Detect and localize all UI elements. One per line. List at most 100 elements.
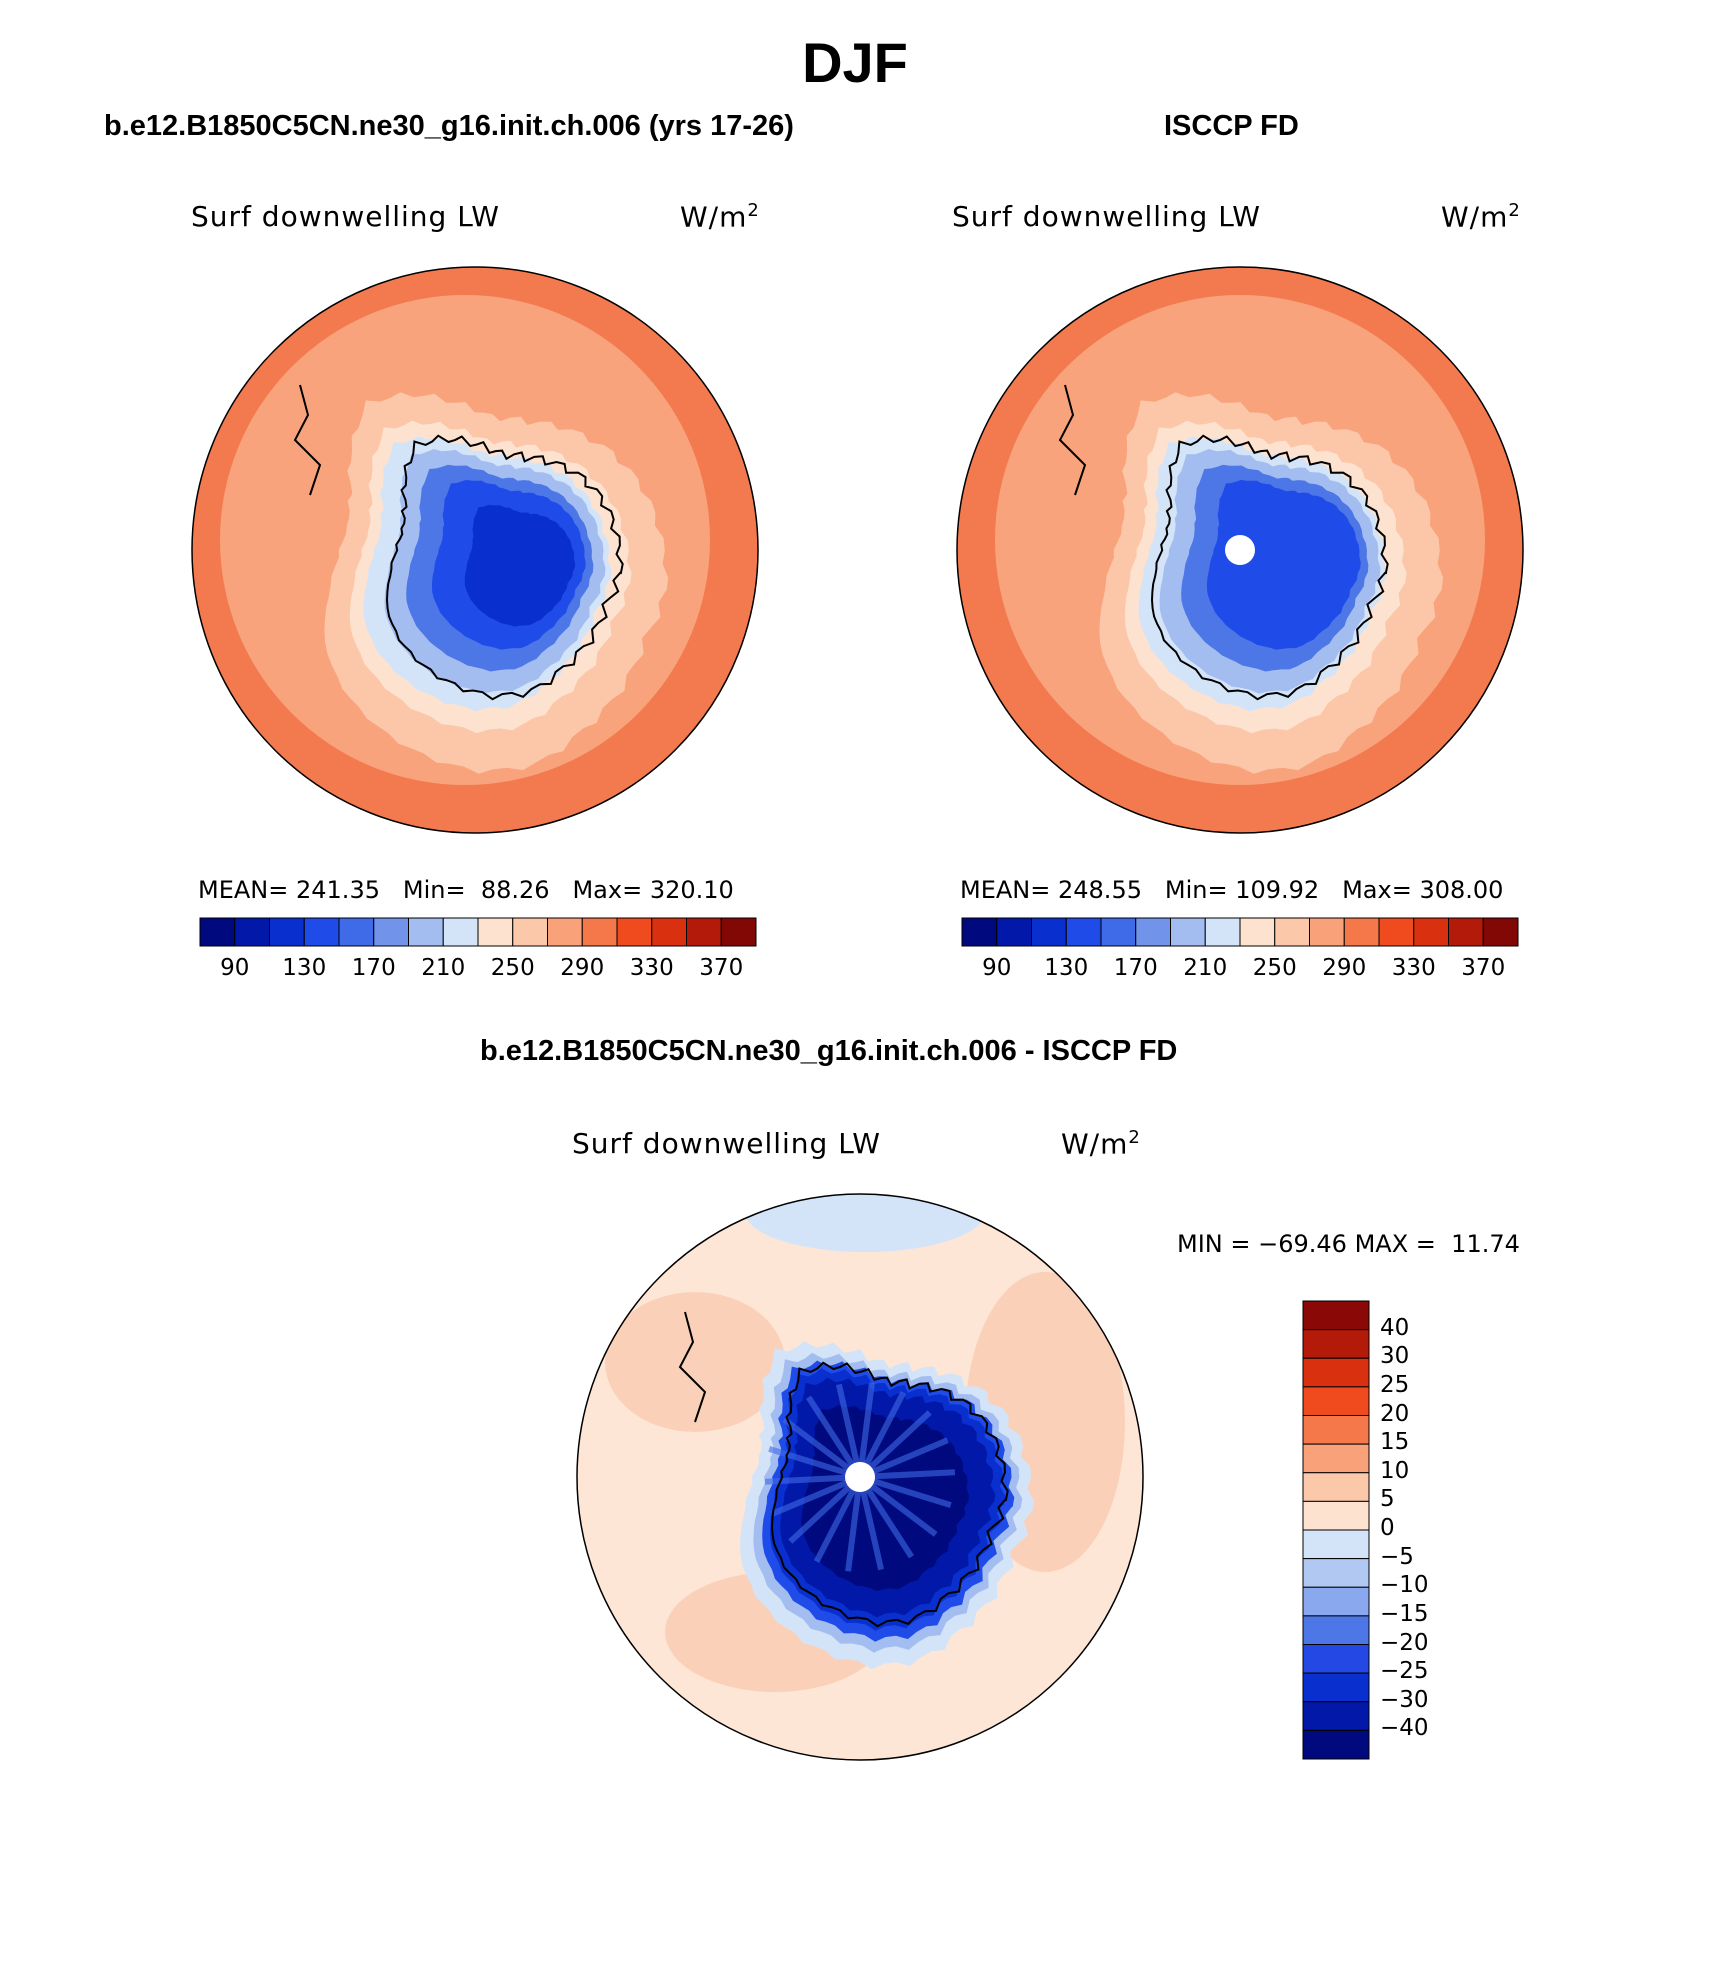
panel-obs-max: 308.00 (1419, 876, 1504, 904)
panel-model-colorbar-tick-label: 290 (560, 955, 605, 981)
panel-diff-polar-map (576, 1193, 1144, 1761)
panel-diff-streak (857, 1475, 915, 1559)
panel-model-max: 320.10 (649, 876, 734, 904)
panel-obs-colorbar-tick-label: 370 (1461, 955, 1506, 981)
panel-obs-colorbar-tick-label: 250 (1252, 955, 1297, 981)
panel-diff-colorbar-tick-label: 10 (1380, 1457, 1410, 1484)
panel-diff-max: 11.74 (1451, 1230, 1520, 1258)
panel-obs-colorbar-swatch (1065, 917, 1102, 947)
panel-model-colorbar-swatch (686, 917, 722, 947)
panel-obs-units-label: W/m2 (1441, 200, 1521, 234)
panel-obs-colorbar-tick-label: 290 (1322, 955, 1367, 981)
panel-model-colorbar-tick-label: 130 (282, 955, 327, 981)
panel-diff-streak (857, 1391, 907, 1479)
panel-obs-colorbar-swatch (1413, 917, 1449, 947)
panel-diff-warm-patch (605, 1292, 785, 1432)
panel-obs-pole-missing (1225, 535, 1255, 565)
panel-diff-streak (858, 1474, 938, 1537)
panel-diff-title: b.e12.B1850C5CN.ne30_g16.init.ch.006 - I… (480, 1035, 1178, 1067)
panel-obs-colorbar-swatch (1170, 917, 1206, 947)
panel-model-colorbar-swatch (547, 917, 583, 947)
panel-diff-streak (788, 1474, 863, 1544)
panel-model-colorbar-swatch (269, 917, 305, 947)
panel-model-colorbar-swatch (616, 917, 653, 947)
panel-model-variable-label: Surf downwelling LW (191, 200, 500, 233)
panel-diff-colorbar-swatch (1302, 1472, 1370, 1502)
panel-diff-streak (805, 1395, 863, 1479)
panel-obs-title: ISCCP FD (1164, 110, 1299, 142)
panel-diff-streak (771, 1474, 862, 1517)
panel-diff-pole-missing (845, 1462, 875, 1492)
panel-obs-colorbar-ticks: 90 130 170 210 250 290 330 370 (962, 955, 1518, 985)
panel-model-title: b.e12.B1850C5CN.ne30_g16.init.ch.006 (yr… (104, 110, 794, 142)
panel-diff-colorbar-swatch (1302, 1615, 1370, 1645)
panel-obs-colorbar-swatch (1100, 917, 1137, 947)
panel-model-colorbar-swatch (373, 917, 409, 947)
panel-model-colorbar-swatch (234, 917, 270, 947)
panel-obs-colorbar-tick-label: 330 (1391, 955, 1436, 981)
panel-model-polar-map (191, 266, 759, 834)
panel-obs-colorbar-tick-label: 210 (1183, 955, 1228, 981)
panel-obs-colorbar-swatch (1274, 917, 1310, 947)
panel-obs-colorbar-swatch (1448, 917, 1484, 947)
panel-obs-polar-map (956, 266, 1524, 834)
panel-model-colorbar-swatch (720, 917, 757, 947)
panel-diff-streak (858, 1437, 949, 1480)
panel-model-colorbar-swatch (477, 917, 514, 947)
panel-obs-colorbar-tick-label: 130 (1044, 955, 1089, 981)
panel-model-colorbar-swatch (581, 917, 618, 947)
panel-diff-colorbar-tick-label: 25 (1380, 1371, 1410, 1398)
panel-diff-colorbar-tick-label: −15 (1380, 1600, 1429, 1627)
panel-diff-colorbar-tick-label: 15 (1380, 1429, 1410, 1456)
panel-diff-streak (845, 1476, 863, 1572)
panel-diff-colorbar-swatch (1302, 1500, 1370, 1531)
panel-diff-colorbar-tick-label: −20 (1380, 1629, 1429, 1656)
panel-diff-colorbar-swatch (1302, 1729, 1370, 1760)
panel-model-units-label: W/m2 (680, 200, 760, 234)
panel-model-colorbar-ticks: 90 130 170 210 250 290 330 370 (200, 955, 756, 985)
panel-diff-colorbar-swatch (1302, 1558, 1370, 1588)
panel-diff-streak (857, 1382, 875, 1478)
panel-diff-colorbar (1302, 1300, 1370, 1760)
panel-model-colorbar-tick-label: 250 (490, 955, 535, 981)
panel-diff-coastline (770, 1361, 1009, 1628)
panel-model-coastline (385, 434, 624, 701)
panel-obs-colorbar-swatch (1204, 917, 1241, 947)
panel-obs-stats: MEAN= 248.55 Min= 109.92 Max= 308.00 (960, 876, 1504, 904)
panel-model-map-fill (192, 267, 758, 833)
panel-diff-colorbar-swatch (1302, 1357, 1370, 1388)
panel-model-colorbar-swatch (651, 917, 687, 947)
panel-obs-colorbar (961, 917, 1519, 947)
panel-model-colorbar-swatch (408, 917, 444, 947)
panel-obs-coastline (1150, 434, 1389, 701)
panel-model-colorbar-swatch (199, 917, 236, 947)
panel-obs-colorbar-swatch (1309, 917, 1345, 947)
panel-diff-streak (813, 1475, 863, 1563)
panel-obs-colorbar-tick-label: 90 (982, 955, 1012, 981)
panel-diff-units-label: W/m2 (1061, 1127, 1141, 1161)
panel-model-colorbar-swatch (303, 917, 340, 947)
panel-diff-streak (782, 1417, 862, 1480)
panel-diff-peninsula (678, 1311, 707, 1423)
panel-model-colorbar (199, 917, 757, 947)
panel-diff-colorbar-ticks: 40 30 25 20 15 10 5 0 −5 −10 −15 −20 −25 −30 −40 (1380, 1300, 1460, 1760)
panel-diff-colorbar-swatch (1302, 1672, 1370, 1703)
panel-diff-colorbar-tick-label: −30 (1380, 1686, 1429, 1713)
panel-diff-colorbar-tick-label: 30 (1380, 1343, 1410, 1370)
panel-model-colorbar-tick-label: 330 (629, 955, 674, 981)
panel-diff-colorbar-swatch (1302, 1300, 1370, 1331)
panel-diff-colorbar-tick-label: −10 (1380, 1572, 1429, 1599)
panel-model-colorbar-tick-label: 210 (421, 955, 466, 981)
panel-diff-colorbar-swatch (1302, 1329, 1370, 1359)
panel-diff-colorbar-swatch (1302, 1415, 1370, 1445)
panel-model-min: 88.26 (480, 876, 550, 904)
panel-diff-streak (835, 1383, 863, 1478)
panel-model-ice-core (464, 504, 576, 627)
panel-diff-cool-patch (745, 1194, 985, 1252)
panel-model-peninsula (293, 384, 322, 496)
panel-diff-colorbar-tick-label: 0 (1380, 1515, 1395, 1541)
panel-obs-colorbar-swatch (961, 917, 998, 947)
panel-obs-map-border (956, 266, 1524, 834)
panel-model-stats: MEAN= 241.35 Min= 88.26 Max= 320.10 (198, 876, 734, 904)
panel-model-colorbar-swatch (512, 917, 548, 947)
